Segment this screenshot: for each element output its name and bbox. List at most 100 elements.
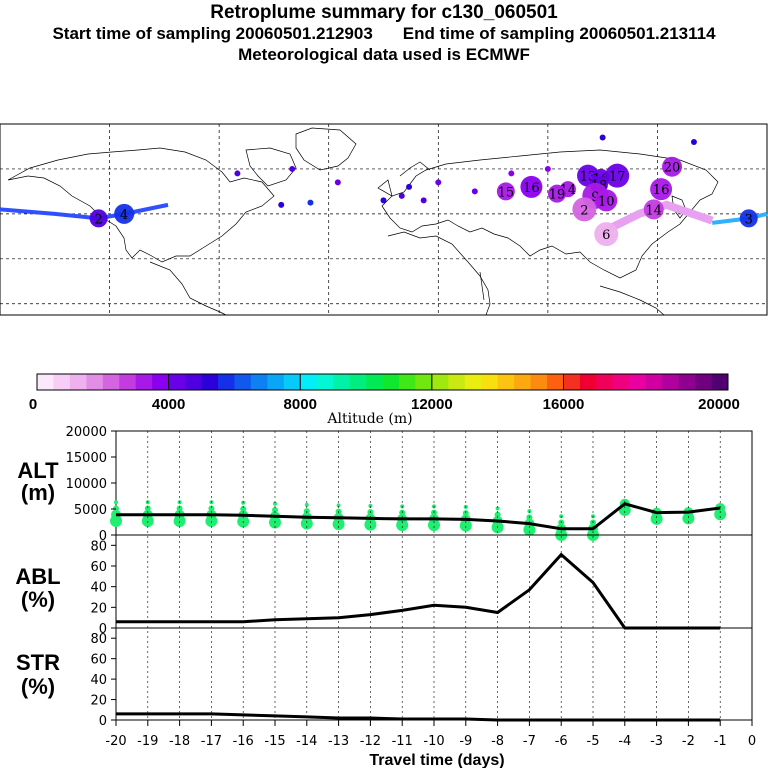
colorbar-cell [300,374,318,390]
colorbar-label: Altitude (m) [326,411,412,427]
small-trajectory-dot [544,165,551,172]
colorbar-cell [579,374,597,390]
colorbar-cell [448,374,466,390]
colorbar-cell [316,374,334,390]
colorbar-tick-label: 20000 [698,396,740,413]
cluster-label: 9 [591,190,599,205]
colorbar-cell [398,374,416,390]
colorbar-cell [596,374,614,390]
x-tick-label: -15 [264,734,285,749]
colorbar-cell [69,374,87,390]
y-tick-label: 40 [90,673,107,688]
colorbar-cell [514,374,531,390]
colorbar-frame [36,373,729,391]
alt-scatter-point [368,503,373,508]
y-tick-label: 10000 [66,477,107,492]
y-tick-label: 5000 [74,503,107,518]
x-tick-label: -13 [328,734,349,749]
x-tick-label: -6 [555,734,568,749]
trajectory-cluster: 14 [643,199,664,220]
colorbar-tick-label: 12000 [411,396,453,413]
sampling-time-line: Start time of sampling 20060501.212903 En… [0,24,768,44]
trajectory-cluster: 4 [114,203,135,224]
y-tick-label: 0 [99,529,107,544]
alt-scatter-point [208,505,215,512]
x-axis: -20 -19 -18 -17 -16 -15 -14 -13 -12 -11 -10 -9 -8 -7-… [105,720,756,749]
cluster-dot [496,182,515,201]
x-tick-label: -17 [201,734,222,749]
small-trajectory-dot [406,183,413,190]
cluster-label: 14 [646,203,663,218]
colorbar-cell [53,374,71,390]
alt-scatter-point [462,510,469,517]
map-frame [0,123,768,316]
y-tick-label: 60 [90,653,107,668]
trajectory-cluster: 17 [605,163,630,188]
alt-scatter-point [113,505,119,512]
abl-series-line [116,552,721,630]
alt-scatter-point [494,511,501,518]
x-tick-label: -4 [618,734,631,749]
colorbar-cell [217,374,235,390]
x-gridlines [147,431,721,720]
map-panel: 131617181615141991021416206342 [0,123,768,316]
colorbar-cell [234,374,252,390]
x-axis-label: Travel time (days) [369,752,504,768]
colorbar-tick-label: 4000 [152,396,185,413]
cluster-label: 4 [120,208,128,223]
trajectory-cluster: 3 [739,209,758,228]
x-tick-label: -11 [392,734,413,749]
cluster-dot [520,175,543,198]
colorbar-cell [333,374,350,390]
alt-scatter-point [176,505,183,512]
small-trajectory-dot [435,179,442,186]
small-trajectory-dot [334,179,341,186]
cluster-label: 17 [609,170,626,185]
colorbar-cell [250,374,268,390]
trajectory-cluster: 15 [496,182,515,201]
cluster-label: 6 [602,228,610,243]
small-trajectory-dot [690,138,697,145]
cluster-label: 20 [664,161,681,176]
colorbar-cells [37,374,729,390]
colorbar-tick-label: 0 [29,396,37,413]
colorbar-tick-label: 16000 [543,396,585,413]
colorbar-cell [530,374,548,390]
met-data-label: Meteorological data used is ECMWF [238,45,530,64]
cluster-dot [739,209,758,228]
y-tick-label: 60 [90,560,107,575]
cluster-label: 15 [498,185,515,200]
colorbar-ticks: 0 4000 8000 12000 16000 20000 [29,374,740,413]
colorbar-tick-label: 8000 [284,396,317,413]
abl-label: ABL [15,564,60,589]
x-tick-label: -18 [169,734,190,749]
trajectory-cluster: 16 [650,178,673,201]
str-series-line [116,712,721,722]
y-tick-label: 20 [90,694,107,709]
trajectory-cluster: 10 [595,189,618,212]
y-tick-label: 20 [90,601,107,616]
x-tick-label: -10 [423,734,444,749]
cluster-label: 16 [523,181,540,196]
abl-panel: ABL (%) 80 60 40 20 0 [15,534,753,637]
colorbar-cell [382,374,400,390]
alt-y-axis: 20000 15000 10000 5000 0 [66,425,116,544]
alt-scatter-point [273,501,277,506]
x-tick-label: -8 [491,734,504,749]
str-label: STR [16,650,60,675]
trajectory-cluster: 16 [520,175,543,198]
small-trajectory-dot [471,188,478,195]
str-y-axis: 80 60 40 20 0 [90,632,116,729]
x-tick-label: -14 [296,734,317,749]
y-tick-label: 0 [99,622,107,637]
x-tick-label: -12 [360,734,381,749]
cluster-dot [594,222,619,247]
colorbar-cell [678,374,696,390]
colorbar-cell [612,374,630,390]
colorbar-cell [711,374,729,390]
cluster-dot [662,156,683,177]
alt-series-line [116,502,721,531]
alt-scatter-point [114,500,118,505]
trajectory-cluster: 20 [662,156,683,177]
x-tick-label: -5 [587,734,600,749]
